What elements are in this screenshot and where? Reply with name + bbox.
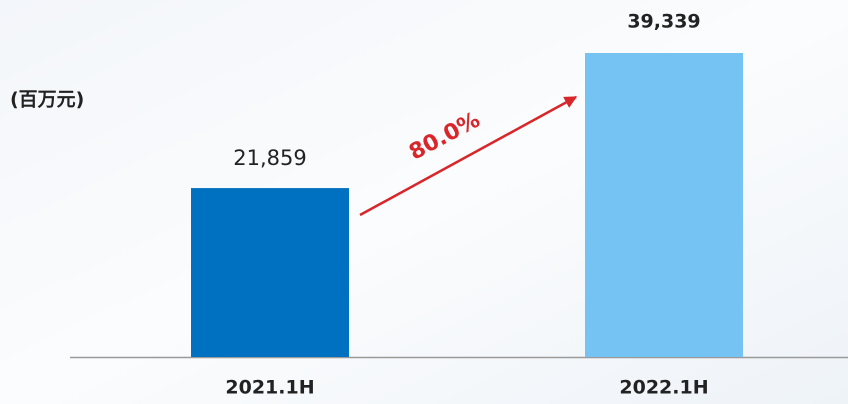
bar [191, 188, 349, 357]
x-tick-label: 2021.1H [225, 377, 314, 399]
x-tick-label: 2022.1H [619, 377, 708, 399]
growth-arrow [359, 95, 578, 217]
unit-label: (百万元) [10, 89, 84, 111]
bar [585, 53, 743, 357]
value-label: 39,339 [627, 11, 700, 33]
value-label: 21,859 [233, 146, 306, 170]
